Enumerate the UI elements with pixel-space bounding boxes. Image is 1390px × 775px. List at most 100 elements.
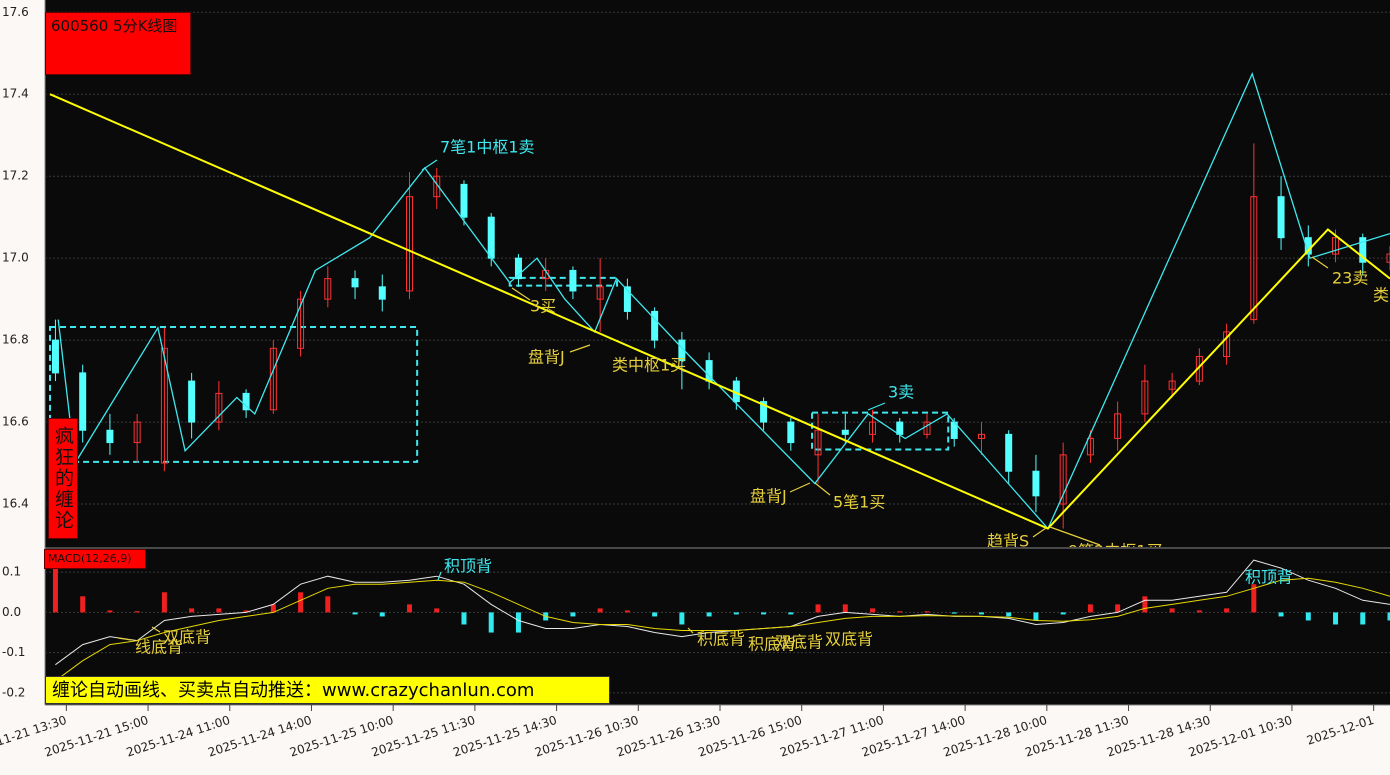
- annotation: 线底背: [135, 638, 183, 657]
- macd-bar: [597, 608, 603, 613]
- macd-bar: [1305, 612, 1311, 621]
- y-tick-label: 16.6: [2, 415, 29, 429]
- candle-body: [787, 421, 795, 444]
- price-panel: 7笔1中枢1卖3买盘背J类中枢1买3卖盘背J5笔1买趋背S9笔2中枢1买23卖类: [45, 11, 1390, 561]
- macd-bar: [161, 592, 167, 613]
- macd-bar: [270, 604, 276, 613]
- candle-body: [188, 380, 196, 423]
- annotation: 类中枢1买: [612, 356, 686, 375]
- annotation: 双底背: [825, 630, 873, 649]
- candle-body: [378, 286, 386, 300]
- annotation: 积底背: [748, 635, 796, 654]
- macd-bar: [488, 612, 494, 633]
- banner: 缠论自动画线、买卖点自动推送：www.crazychanlun.com: [45, 676, 610, 704]
- macd-bar: [1360, 612, 1366, 625]
- candle-body: [596, 286, 604, 300]
- candle-body: [133, 421, 141, 444]
- candle-body: [406, 196, 414, 292]
- y-tick-label: 16.4: [2, 497, 29, 511]
- annotation: 盘背J: [750, 487, 787, 506]
- side-label: 疯狂的缠论: [48, 418, 78, 539]
- annotation-arrow: [569, 344, 591, 353]
- macd-bar: [461, 612, 467, 625]
- candle-body: [1086, 437, 1094, 456]
- macd-bar: [325, 596, 331, 613]
- annotation-arrow: [1049, 526, 1101, 546]
- y-tick-label: 17.2: [2, 169, 29, 183]
- macd-bar: [842, 604, 848, 613]
- candle-body: [215, 392, 223, 423]
- annotation: 类: [1373, 286, 1389, 305]
- annotation: 积底背: [697, 630, 745, 649]
- candle-body: [1168, 380, 1176, 390]
- candle-body: [269, 347, 277, 411]
- candle-body: [160, 347, 168, 464]
- y-tick-label: 16.8: [2, 333, 29, 347]
- candle-body: [1359, 237, 1367, 263]
- y-tick-label: -0.2: [2, 685, 25, 699]
- macd-bar: [1333, 612, 1339, 625]
- annotation-arrow: [1311, 256, 1329, 269]
- hub-box: [49, 326, 419, 463]
- macd-bar: [243, 610, 249, 613]
- candle-body: [242, 392, 250, 411]
- candle-body: [351, 278, 359, 288]
- annotation-arrow: [1032, 527, 1047, 538]
- macd-bar: [80, 596, 86, 613]
- annotation: 趋背S: [987, 532, 1029, 551]
- macd-bar: [1251, 584, 1257, 613]
- annotation: 9笔2中枢1买: [1068, 542, 1163, 561]
- annotation: 双底背: [775, 633, 823, 652]
- candle-body: [1141, 380, 1149, 415]
- candle-body: [1114, 413, 1122, 439]
- annotation-arrow: [117, 637, 132, 641]
- macd-bar: [1033, 612, 1039, 621]
- annotation-arrow: [789, 482, 811, 493]
- candle-body: [1277, 196, 1285, 239]
- macd-bar: [52, 568, 58, 613]
- candle-body: [1223, 331, 1231, 358]
- macd-bar: [1224, 608, 1230, 613]
- macd-title: MACD(12,26,9): [44, 549, 146, 569]
- candle-body: [1005, 433, 1013, 472]
- y-tick-label: 17.6: [2, 5, 29, 19]
- macd-bar: [379, 612, 385, 617]
- macd-bar: [1387, 612, 1390, 621]
- candle-body: [79, 372, 87, 431]
- macd-bar: [1142, 596, 1148, 613]
- macd-line: [55, 559, 1390, 666]
- candle-body: [106, 429, 114, 444]
- macd-bar: [1196, 610, 1202, 613]
- macd-bar: [978, 612, 984, 615]
- annotation: 3卖: [888, 383, 914, 402]
- macd-bar: [951, 612, 957, 614]
- macd-bar: [733, 612, 739, 615]
- candle-body: [651, 310, 659, 341]
- hub-box: [811, 411, 950, 451]
- macd-bar: [1115, 604, 1121, 613]
- candle-body: [1032, 470, 1040, 497]
- macd-bar: [1278, 612, 1284, 617]
- annotation: 积顶背: [444, 557, 492, 576]
- annotation-arrow: [437, 571, 442, 581]
- candle-body: [841, 429, 849, 435]
- candle-body: [433, 175, 441, 198]
- annotation: 3买: [530, 297, 556, 316]
- stroke-line: [57, 71, 1390, 530]
- candle-body: [623, 286, 631, 312]
- candle-body: [869, 421, 877, 435]
- macd-bar: [1060, 612, 1066, 615]
- candle-body: [569, 269, 577, 292]
- candle-body: [977, 433, 985, 439]
- macd-bar: [1006, 612, 1012, 617]
- macd-bar: [134, 611, 140, 613]
- annotation-arrow: [421, 159, 438, 171]
- macd-bar: [352, 612, 358, 615]
- macd-bar: [652, 612, 658, 617]
- macd-bar: [298, 592, 304, 613]
- annotation-arrow: [867, 402, 886, 411]
- macd-bar: [761, 612, 767, 615]
- macd-bar: [515, 612, 521, 633]
